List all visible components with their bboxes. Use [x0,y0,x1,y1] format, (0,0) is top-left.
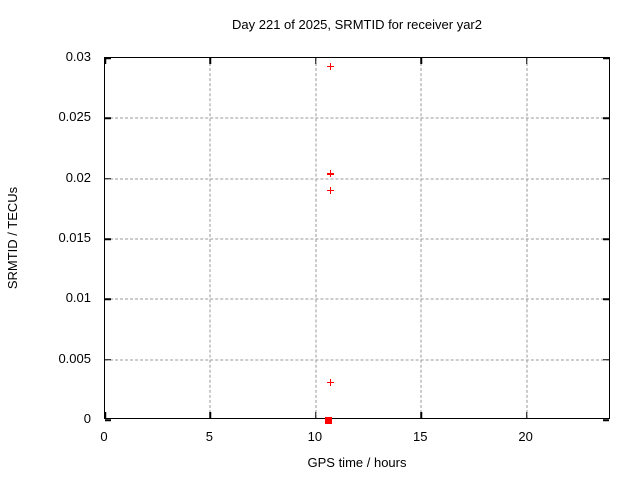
x-tick-label: 20 [518,429,533,444]
data-point-plus [327,170,335,178]
y-tick-label: 0.02 [65,169,91,185]
grid-line-horizontal [105,238,609,240]
y-tick-mark-left [105,298,111,301]
x-tick-label: 15 [413,429,428,444]
x-tick-mark-bottom [420,412,422,418]
x-tick-mark-top [104,58,106,64]
y-tick-mark-left [105,57,111,59]
x-tick-mark-top [315,58,317,64]
y-tick-label: 0.03 [65,49,91,64]
y-tick-mark-right [603,57,609,59]
y-tick-label: 0 [83,411,91,426]
data-point-plus [327,187,335,195]
x-tick-label: 0 [100,429,108,444]
y-tick-mark-right [603,177,609,180]
y-tick-mark-right [603,238,609,240]
x-tick-mark-bottom [315,412,317,418]
grid-line-vertical [526,58,528,418]
grid-line-horizontal [105,178,609,180]
grid-line-horizontal [105,117,609,119]
y-tick-mark-left [105,117,111,120]
x-tick-label: 5 [205,429,214,444]
y-tick-mark-left [105,419,111,421]
data-point-plus [327,379,335,387]
x-tick-mark-bottom [104,412,106,418]
x-tick-mark-top [525,58,528,64]
x-axis-title: GPS time / hours [307,455,407,470]
x-tick-mark-top [209,58,212,64]
y-tick-mark-left [105,238,111,240]
x-tick-mark-top [420,58,422,64]
y-tick-label: 0.005 [58,350,91,366]
grid-line-horizontal [105,298,609,300]
y-tick-label: 0.015 [58,230,91,245]
grid-line-vertical [420,58,422,418]
y-tick-mark-right [603,419,609,421]
y-tick-label: 0.01 [65,290,91,306]
plot-area [104,57,610,424]
grid-line-vertical [209,58,211,418]
x-tick-mark-bottom [209,412,212,418]
x-tick-label: 10 [307,429,323,444]
grid-line-horizontal [105,359,609,361]
y-tick-mark-right [603,298,609,301]
y-tick-mark-left [105,358,111,361]
chart-title: Day 221 of 2025, SRMTID for receiver yar… [232,17,482,32]
grid-line-vertical [315,58,317,418]
y-tick-mark-right [603,117,609,120]
data-point-filled-square [324,416,332,424]
y-tick-label: 0.025 [58,109,91,125]
y-tick-mark-right [603,358,609,361]
data-point-plus [327,62,335,70]
y-tick-mark-left [105,177,111,180]
x-tick-mark-bottom [525,412,528,418]
